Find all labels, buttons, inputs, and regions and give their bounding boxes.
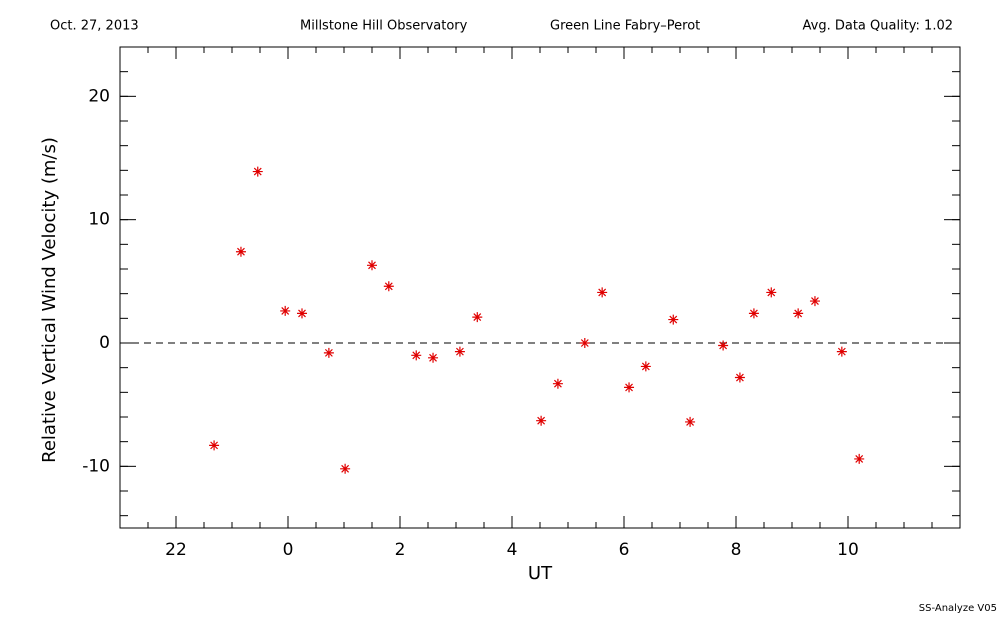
header-observatory: Millstone Hill Observatory xyxy=(300,19,468,34)
data-point xyxy=(428,352,439,363)
footer: SS-Analyze V05 xyxy=(919,603,997,614)
data-point xyxy=(793,308,804,319)
x-tick-label: 22 xyxy=(165,540,187,560)
data-point xyxy=(252,166,263,177)
y-axis-label: Relative Vertical Wind Velocity (m/s) xyxy=(39,137,60,463)
data-point xyxy=(209,440,220,451)
data-point xyxy=(766,287,777,298)
data-point xyxy=(685,416,696,427)
data-point xyxy=(854,453,865,464)
y-tick-label: 10 xyxy=(88,210,110,230)
data-point xyxy=(718,340,729,351)
y-tick-label: 20 xyxy=(88,86,110,106)
data-point xyxy=(668,314,679,325)
x-tick-label: 0 xyxy=(283,540,294,560)
data-point xyxy=(235,246,246,257)
header-quality: Avg. Data Quality: 1.02 xyxy=(803,19,953,34)
data-point xyxy=(536,415,547,426)
x-tick-label: 10 xyxy=(837,540,859,560)
data-point xyxy=(383,281,394,292)
data-point xyxy=(367,260,377,271)
data-point xyxy=(836,346,847,357)
data-point xyxy=(809,296,820,307)
y-tick-label: 0 xyxy=(99,333,110,353)
data-point xyxy=(579,338,590,348)
data-point xyxy=(748,308,759,319)
data-point xyxy=(552,378,563,389)
y-tick-label: -10 xyxy=(82,456,110,476)
data-point xyxy=(640,361,651,372)
x-tick-label: 2 xyxy=(395,540,406,560)
x-tick-label: 8 xyxy=(731,540,742,560)
x-tick-label: 6 xyxy=(619,540,630,560)
x-axis-label: UT xyxy=(528,563,553,584)
x-tick-label: 4 xyxy=(507,540,518,560)
data-point xyxy=(411,350,422,361)
data-point xyxy=(734,372,745,383)
data-point xyxy=(454,346,465,357)
data-point xyxy=(472,312,483,323)
data-point xyxy=(323,347,334,358)
data-point xyxy=(624,382,635,393)
header-date: Oct. 27, 2013 xyxy=(50,19,139,34)
data-point xyxy=(280,305,291,316)
data-point xyxy=(297,308,307,319)
data-point xyxy=(597,287,608,298)
header-instrument: Green Line Fabry–Perot xyxy=(550,19,700,34)
data-point xyxy=(340,463,351,474)
